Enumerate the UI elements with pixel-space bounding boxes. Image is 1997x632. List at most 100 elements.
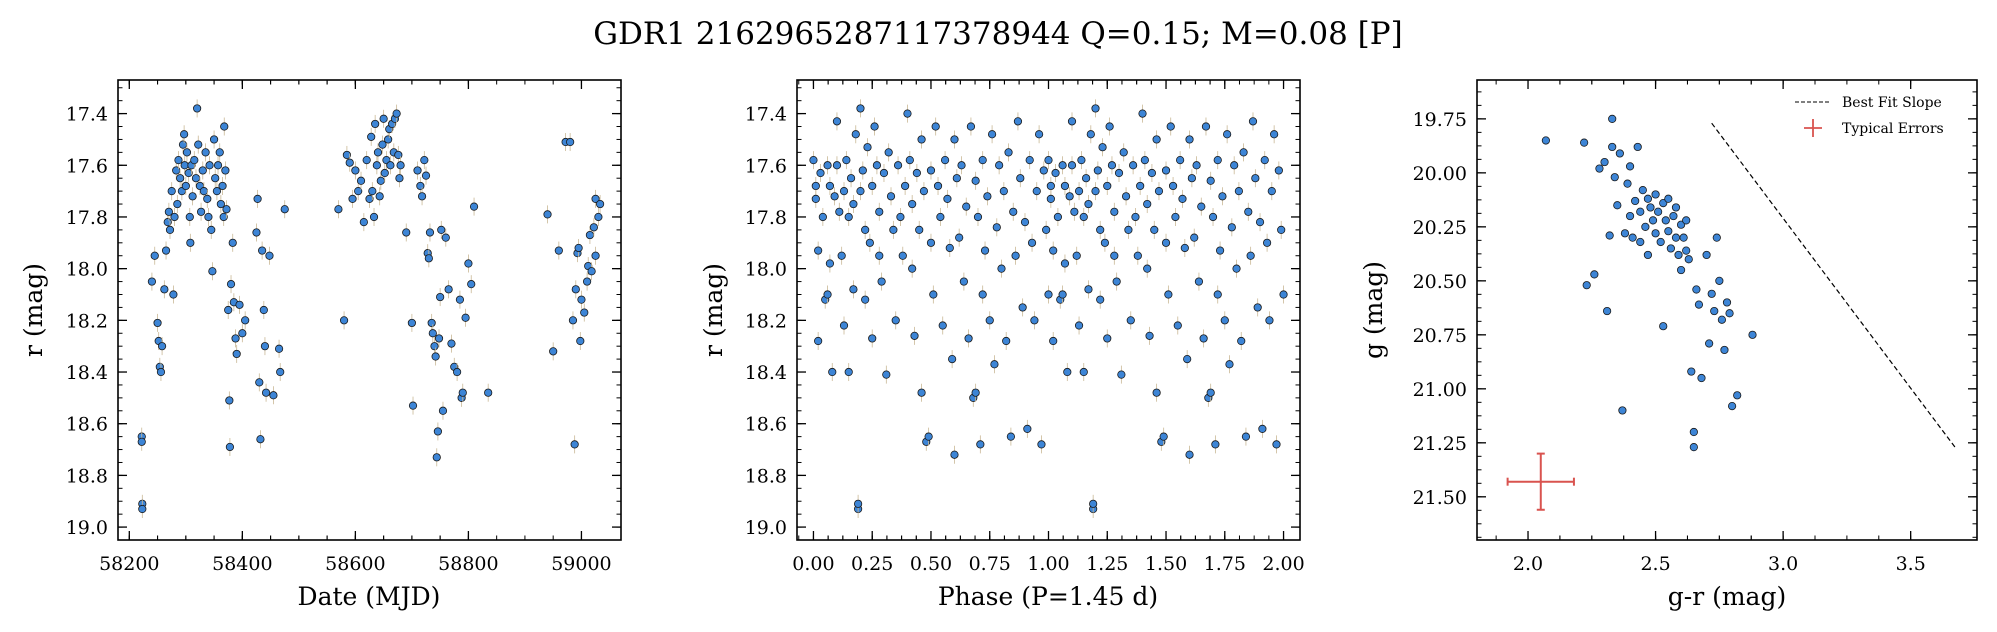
data-point xyxy=(1682,216,1691,225)
data-point xyxy=(872,161,882,170)
data-point xyxy=(1258,424,1267,433)
data-point xyxy=(173,199,182,209)
data-point xyxy=(1084,285,1093,294)
data-point xyxy=(1053,212,1063,222)
data-point xyxy=(1105,122,1114,131)
data-point xyxy=(1610,173,1619,182)
cmd-xlabel: g-r (mag) xyxy=(1668,582,1786,611)
legend-fit-label: Best Fit Slope xyxy=(1842,95,1942,111)
data-point xyxy=(861,295,870,304)
data-point xyxy=(1702,250,1711,260)
panel-color-magnitude: 2.0 2.5 3.0 3.5 19.75 20.00 20.25 20.50 20.75 21.… xyxy=(1359,79,1978,611)
light-curve-ylabel: r (mag) xyxy=(19,263,48,357)
data-point xyxy=(447,339,456,348)
data-point xyxy=(825,181,835,191)
data-point xyxy=(1262,238,1272,247)
cmd-ylabel: g (mag) xyxy=(1359,261,1388,359)
data-point xyxy=(1091,104,1100,113)
data-point xyxy=(1002,336,1011,346)
data-point xyxy=(461,313,470,322)
data-point xyxy=(856,104,865,113)
data-point xyxy=(334,205,343,214)
data-point xyxy=(161,246,171,255)
data-point xyxy=(1270,130,1279,139)
data-point xyxy=(225,396,234,405)
data-point xyxy=(1541,136,1550,145)
x-tick-label: 58800 xyxy=(438,553,498,575)
data-point xyxy=(1114,168,1124,178)
data-point xyxy=(1643,194,1653,203)
y-tick-label: 18.4 xyxy=(66,362,108,384)
data-point xyxy=(1074,187,1084,196)
data-point xyxy=(1733,391,1742,400)
data-point xyxy=(376,176,385,185)
data-point xyxy=(901,181,910,191)
data-point xyxy=(919,187,929,196)
data-point xyxy=(165,225,175,234)
data-point xyxy=(594,212,603,222)
data-point xyxy=(1671,233,1681,242)
data-point xyxy=(1126,316,1135,325)
cmd-axes-frame xyxy=(1476,79,1978,541)
data-point xyxy=(373,148,383,157)
data-point xyxy=(1636,207,1645,216)
data-point xyxy=(1664,194,1673,203)
data-point xyxy=(1049,246,1058,255)
data-point xyxy=(1620,229,1630,238)
y-tick-label: 17.6 xyxy=(745,155,787,177)
data-point xyxy=(1199,334,1208,343)
data-point xyxy=(814,246,823,255)
data-point xyxy=(1096,225,1105,234)
data-point xyxy=(369,212,379,222)
data-point xyxy=(1143,264,1152,273)
data-point xyxy=(1623,179,1632,188)
phase-points xyxy=(809,99,1288,518)
data-point xyxy=(380,168,389,178)
data-point xyxy=(574,243,583,253)
data-point xyxy=(1697,373,1706,383)
data-point xyxy=(1152,388,1161,397)
data-point xyxy=(844,367,853,377)
light-curve-points xyxy=(137,99,605,518)
y-tick-label: 21.25 xyxy=(1413,433,1467,455)
phase-xlabel: Phase (P=1.45 d) xyxy=(938,582,1158,611)
data-point xyxy=(976,440,985,449)
data-point xyxy=(839,187,849,196)
data-point xyxy=(1715,276,1724,285)
data-point xyxy=(1060,259,1070,268)
data-point xyxy=(280,205,289,214)
data-point xyxy=(345,158,354,167)
data-point xyxy=(416,181,425,191)
data-point xyxy=(176,174,185,183)
data-point xyxy=(386,161,395,170)
y-tick-label: 21.50 xyxy=(1413,487,1467,509)
data-point xyxy=(434,334,444,343)
data-point xyxy=(1027,238,1037,247)
data-point xyxy=(1239,148,1248,157)
data-point xyxy=(1684,255,1693,264)
data-point xyxy=(1225,360,1234,369)
data-point xyxy=(1086,130,1095,139)
data-point xyxy=(990,360,999,369)
data-point xyxy=(910,331,919,340)
data-point xyxy=(1044,290,1053,299)
data-point xyxy=(1112,277,1121,286)
data-point xyxy=(178,140,188,149)
data-point xyxy=(190,156,199,165)
data-point xyxy=(912,168,921,178)
data-point xyxy=(851,130,860,139)
y-tick-label: 18.8 xyxy=(66,465,108,487)
panel-phase-folded: 0.00 0.25 0.50 0.75 1.00 1.25 1.50 1.75 2.00 17.4… xyxy=(699,79,1305,611)
data-point xyxy=(945,243,954,253)
x-tick-label: 1.25 xyxy=(1086,553,1128,575)
data-point xyxy=(1605,231,1614,240)
data-point xyxy=(255,378,264,387)
data-point xyxy=(1070,207,1079,216)
data-point xyxy=(1011,251,1020,260)
data-point xyxy=(1136,181,1145,191)
data-point xyxy=(348,194,357,203)
data-point xyxy=(830,192,839,201)
data-point xyxy=(209,135,219,144)
data-point xyxy=(1211,440,1220,449)
